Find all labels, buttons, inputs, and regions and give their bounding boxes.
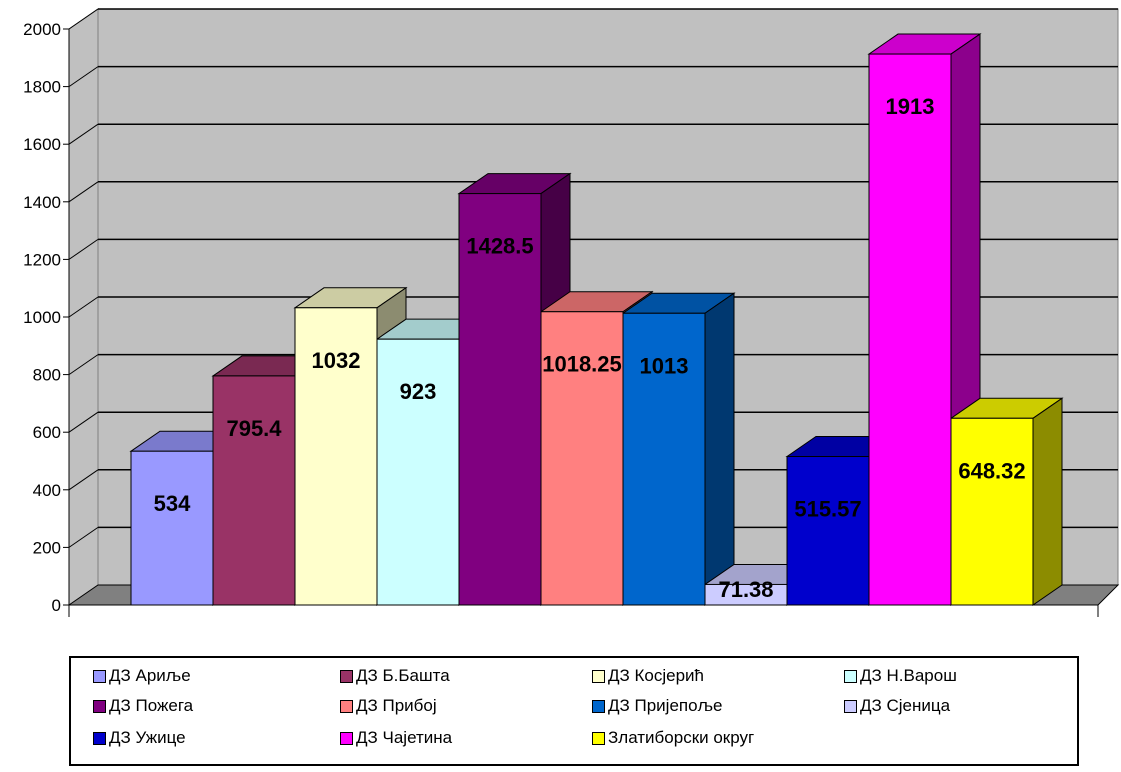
legend-item: ДЗ Пријепоље [592, 696, 722, 716]
y-tick-label: 1200 [23, 250, 61, 269]
legend-swatch [592, 669, 605, 683]
legend-swatch [844, 699, 857, 713]
chart-legend: ДЗ Ариље ДЗ Б.Башта ДЗ Косјерић ДЗ Н.Варош Д… [69, 656, 1079, 766]
legend-label: ДЗ Пожега [109, 696, 194, 715]
legend-label: ДЗ Косјерић [608, 666, 704, 685]
bar [786, 456, 870, 606]
y-tick-label: 400 [33, 481, 61, 500]
legend-label: ДЗ Прибој [356, 696, 437, 715]
bar-side [704, 292, 735, 606]
legend-item: ДЗ Чајетина [340, 728, 452, 748]
legend-swatch [592, 699, 605, 713]
legend-swatch [340, 731, 353, 745]
data-label: 1018.25 [542, 352, 622, 377]
legend-swatch [592, 731, 605, 745]
gridline-side [68, 123, 99, 145]
bar [950, 417, 1034, 606]
legend-label: ДЗ Н.Варош [860, 666, 957, 685]
y-tick-label: 0 [52, 596, 61, 615]
bar [868, 53, 952, 606]
legend-swatch [340, 699, 353, 713]
data-label: 1013 [640, 353, 689, 378]
y-tick-label: 200 [33, 538, 61, 557]
legend-item: ДЗ Пожега [93, 696, 193, 716]
gridline-side [68, 66, 99, 88]
legend-item: ДЗ Ариље [93, 666, 191, 686]
legend-item: Златиборски округ [592, 728, 754, 748]
y-tick-label: 600 [33, 423, 61, 442]
legend-swatch [340, 669, 353, 683]
y-tick-label: 2000 [23, 20, 61, 39]
legend-label: ДЗ Ужице [109, 728, 186, 747]
gridline-side [68, 411, 99, 433]
data-label: 1032 [312, 348, 361, 373]
gridline-side [68, 181, 99, 203]
gridline-side [68, 526, 99, 548]
legend-label: ДЗ Ариље [109, 666, 191, 685]
legend-item: ДЗ Б.Башта [340, 666, 450, 686]
legend-item: ДЗ Прибој [340, 696, 437, 716]
gridline-side [68, 469, 99, 491]
y-tick-label: 1400 [23, 193, 61, 212]
gridline-side [68, 238, 99, 260]
legend-item: ДЗ Ужице [93, 728, 186, 748]
y-tick-label: 1600 [23, 135, 61, 154]
bar-side [1032, 397, 1063, 606]
data-label: 923 [400, 379, 437, 404]
legend-label: ДЗ Пријепоље [608, 696, 723, 715]
bar [540, 311, 624, 606]
gridline-side [68, 296, 99, 318]
data-label: 534 [154, 491, 191, 516]
legend-label: ДЗ Сјеница [860, 696, 951, 715]
column-chart: 0 200 400 600 800 1000 1200 1400 1600 1800 2000 534… [23, 8, 1120, 617]
legend-item: ДЗ Н.Варош [844, 666, 957, 686]
data-label: 795.4 [226, 416, 282, 441]
y-tick-label: 800 [33, 366, 61, 385]
y-tick-label: 1000 [23, 308, 61, 327]
legend-item: ДЗ Косјерић [592, 666, 704, 686]
y-tick-label: 1800 [23, 78, 61, 97]
legend-swatch [844, 669, 857, 683]
bar [622, 312, 706, 606]
legend-label: Златиборски округ [608, 728, 755, 747]
legend-item: ДЗ Сјеница [844, 696, 950, 716]
gridline-side [68, 354, 99, 376]
data-label: 71.38 [718, 577, 773, 602]
legend-swatch [93, 699, 106, 713]
gridline-side [68, 8, 99, 30]
legend-swatch [93, 731, 106, 745]
bar [130, 450, 214, 606]
bar [212, 375, 296, 606]
data-label: 1913 [886, 94, 935, 119]
data-label: 1428.5 [466, 234, 533, 259]
data-label: 648.32 [958, 458, 1025, 483]
data-label: 515.57 [794, 497, 861, 522]
legend-label: ДЗ Б.Башта [356, 666, 450, 685]
legend-swatch [93, 669, 106, 683]
legend-label: ДЗ Чајетина [356, 728, 453, 747]
bar [376, 338, 460, 606]
bar [294, 307, 378, 606]
